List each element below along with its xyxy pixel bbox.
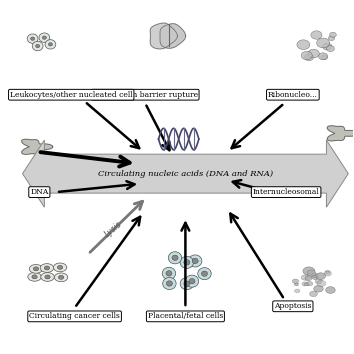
Ellipse shape (304, 54, 314, 61)
Polygon shape (22, 139, 53, 154)
Ellipse shape (316, 38, 330, 48)
Ellipse shape (42, 36, 46, 39)
Ellipse shape (302, 282, 308, 286)
Ellipse shape (326, 46, 335, 52)
Ellipse shape (324, 271, 331, 276)
Ellipse shape (58, 275, 64, 279)
Ellipse shape (36, 44, 40, 48)
Ellipse shape (53, 263, 67, 272)
Ellipse shape (27, 34, 38, 43)
Ellipse shape (32, 41, 43, 51)
Ellipse shape (304, 282, 309, 286)
Ellipse shape (41, 273, 54, 281)
Polygon shape (160, 24, 185, 48)
Ellipse shape (309, 291, 318, 297)
Ellipse shape (201, 271, 207, 276)
Ellipse shape (30, 37, 35, 40)
Text: Ribonucleo...: Ribonucleo... (268, 91, 318, 99)
Ellipse shape (163, 278, 176, 290)
Ellipse shape (40, 264, 54, 272)
Ellipse shape (312, 273, 318, 278)
Ellipse shape (45, 275, 50, 279)
Ellipse shape (198, 268, 211, 280)
Ellipse shape (315, 279, 322, 284)
Ellipse shape (330, 32, 336, 37)
Ellipse shape (55, 273, 68, 282)
Ellipse shape (305, 276, 312, 281)
Ellipse shape (188, 255, 202, 267)
Ellipse shape (325, 270, 330, 274)
Ellipse shape (29, 264, 43, 273)
Ellipse shape (48, 43, 52, 46)
Polygon shape (327, 126, 354, 141)
Ellipse shape (189, 279, 195, 284)
Ellipse shape (297, 40, 310, 50)
Ellipse shape (57, 266, 63, 269)
Ellipse shape (307, 270, 316, 276)
Ellipse shape (301, 51, 312, 60)
Ellipse shape (39, 33, 50, 42)
Ellipse shape (180, 278, 194, 290)
Text: Internucleosomal: Internucleosomal (253, 188, 320, 196)
Text: Circulating nucleic acids (DNA and RNA): Circulating nucleic acids (DNA and RNA) (98, 170, 273, 178)
Ellipse shape (307, 281, 313, 286)
Ellipse shape (311, 31, 322, 39)
Text: DNA: DNA (30, 188, 48, 196)
Ellipse shape (294, 283, 298, 286)
Ellipse shape (166, 271, 172, 276)
Ellipse shape (316, 273, 325, 280)
Text: Circulating cancer cells: Circulating cancer cells (29, 312, 120, 320)
Polygon shape (150, 23, 177, 49)
Ellipse shape (180, 256, 194, 268)
Ellipse shape (326, 287, 335, 293)
Text: Placental/fetal cells: Placental/fetal cells (148, 312, 223, 320)
Ellipse shape (45, 40, 56, 49)
Ellipse shape (308, 49, 319, 58)
Ellipse shape (312, 275, 318, 279)
Ellipse shape (172, 255, 178, 261)
Polygon shape (23, 140, 348, 207)
Ellipse shape (185, 275, 199, 287)
Ellipse shape (295, 289, 300, 293)
Text: Lysis: Lysis (103, 220, 124, 239)
Ellipse shape (322, 43, 332, 50)
Ellipse shape (317, 280, 326, 286)
Ellipse shape (44, 266, 50, 270)
Ellipse shape (329, 36, 335, 40)
Ellipse shape (319, 53, 328, 60)
Text: Blood brain barrier rupture: Blood brain barrier rupture (92, 91, 198, 99)
Ellipse shape (192, 258, 198, 264)
Ellipse shape (184, 281, 190, 286)
Ellipse shape (314, 285, 323, 292)
Ellipse shape (33, 267, 39, 271)
Ellipse shape (162, 267, 176, 279)
Ellipse shape (292, 279, 298, 283)
Ellipse shape (301, 275, 309, 280)
Text: Leukocytes/other nucleated cell: Leukocytes/other nucleated cell (10, 91, 132, 99)
Text: Apoptosis: Apoptosis (274, 302, 312, 310)
Ellipse shape (166, 281, 172, 286)
Ellipse shape (28, 273, 41, 281)
Ellipse shape (32, 275, 37, 279)
Ellipse shape (184, 260, 190, 265)
Ellipse shape (321, 55, 327, 59)
Ellipse shape (168, 252, 182, 264)
Ellipse shape (303, 267, 315, 275)
